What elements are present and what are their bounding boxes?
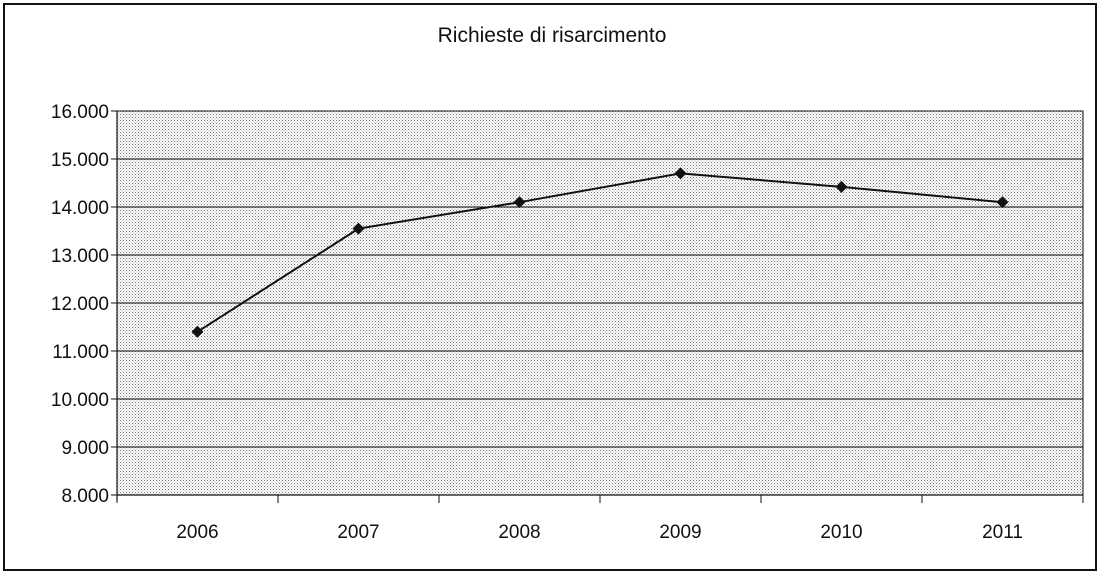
data-point-marker xyxy=(352,222,365,235)
grid-layer xyxy=(117,110,1083,448)
y-tick-label: 15.000 xyxy=(51,150,109,171)
data-point-marker xyxy=(513,196,526,209)
y-tick-label: 9.000 xyxy=(61,438,109,459)
x-tick-label: 2011 xyxy=(982,522,1023,543)
y-tick-label: 12.000 xyxy=(51,294,109,315)
data-point-marker xyxy=(191,325,204,338)
x-tick-label: 2008 xyxy=(498,522,540,543)
x-tick-label: 2009 xyxy=(659,522,701,543)
series-layer xyxy=(191,167,1009,338)
y-tick-label: 10.000 xyxy=(51,390,109,411)
y-tick-label: 16.000 xyxy=(51,102,109,123)
series-line xyxy=(196,172,1003,333)
y-tick-label: 8.000 xyxy=(61,486,109,507)
data-point-marker xyxy=(674,167,687,180)
data-point-marker xyxy=(835,180,848,193)
chart-title: Richieste di risarcimento xyxy=(438,24,667,47)
x-tick-label: 2007 xyxy=(337,522,379,543)
axis-layer: 8.000 9.000 10.000 11.000 12.000 13.000 14.000… xyxy=(51,102,1084,543)
y-tick-label: 13.000 xyxy=(51,246,109,267)
x-tick-label: 2010 xyxy=(820,522,862,543)
data-point-marker xyxy=(996,196,1009,209)
x-tick-label: 2006 xyxy=(176,522,218,543)
y-tick-label: 11.000 xyxy=(52,342,109,363)
y-tick-label: 14.000 xyxy=(51,198,109,219)
